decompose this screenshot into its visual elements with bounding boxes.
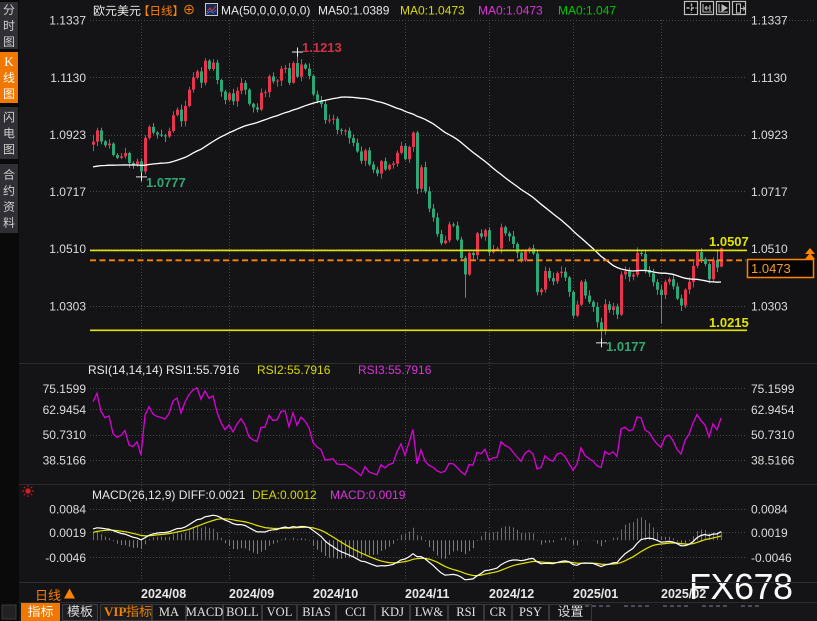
svg-text:1.1337: 1.1337 [751, 14, 788, 28]
svg-text:RSI(14,14,14) RSI1:55.7916: RSI(14,14,14) RSI1:55.7916 [88, 363, 240, 377]
svg-text:1.0303: 1.0303 [751, 300, 788, 314]
svg-text:MA(50,0,0,0,0,0): MA(50,0,0,0,0,0) [221, 4, 310, 18]
svg-text:1.1337: 1.1337 [49, 14, 86, 28]
svg-text:MA0:1.047: MA0:1.047 [558, 4, 616, 18]
svg-text:1.0507: 1.0507 [709, 234, 749, 249]
svg-text:1.0303: 1.0303 [49, 300, 86, 314]
svg-text:RSI3:55.7916: RSI3:55.7916 [358, 363, 432, 377]
svg-text:2025/02: 2025/02 [661, 587, 706, 601]
svg-text:K: K [4, 54, 14, 69]
svg-text:BOLL: BOLL [226, 605, 259, 619]
svg-text:1.0777: 1.0777 [146, 175, 186, 190]
svg-text:1.0717: 1.0717 [751, 185, 788, 199]
svg-text:1.0473: 1.0473 [751, 261, 791, 276]
svg-text:-0.0046: -0.0046 [45, 551, 86, 565]
svg-text:1.0215: 1.0215 [709, 315, 749, 330]
svg-text:MACD: MACD [186, 605, 224, 619]
svg-text:1.0923: 1.0923 [49, 128, 86, 142]
svg-text:1.1130: 1.1130 [751, 71, 787, 85]
svg-text:2025/01: 2025/01 [573, 587, 618, 601]
svg-text:1.0510: 1.0510 [49, 242, 86, 256]
svg-text:2024/11: 2024/11 [405, 587, 450, 601]
svg-text:1.0177: 1.0177 [606, 339, 646, 354]
svg-text:MACD(26,12,9) DIFF:0.0021: MACD(26,12,9) DIFF:0.0021 [92, 488, 246, 502]
svg-text:0.0084: 0.0084 [751, 503, 788, 517]
svg-text:0.0019: 0.0019 [751, 526, 788, 540]
svg-text:MA0:1.0473: MA0:1.0473 [478, 4, 543, 18]
svg-text:RSI2:55.7916: RSI2:55.7916 [257, 363, 331, 377]
svg-text:MA50:1.0389: MA50:1.0389 [318, 4, 390, 18]
svg-text:50.7310: 50.7310 [751, 428, 795, 442]
svg-text:2024/10: 2024/10 [313, 587, 358, 601]
svg-text:2024/12: 2024/12 [489, 587, 534, 601]
svg-text:RSI: RSI [456, 605, 475, 619]
svg-text:1.0923: 1.0923 [751, 128, 788, 142]
svg-text:2024/08: 2024/08 [141, 587, 186, 601]
svg-text:0.0084: 0.0084 [49, 503, 86, 517]
svg-text:75.1599: 75.1599 [751, 382, 795, 396]
svg-text:MACD:0.0019: MACD:0.0019 [330, 488, 406, 502]
svg-text:1.1213: 1.1213 [302, 40, 342, 55]
svg-text:BIAS: BIAS [302, 605, 331, 619]
svg-text:FX678: FX678 [689, 566, 793, 607]
svg-text:CR: CR [490, 605, 507, 619]
svg-text:KDJ: KDJ [381, 605, 404, 619]
svg-text:75.1599: 75.1599 [43, 382, 87, 396]
svg-text:DEA:0.0012: DEA:0.0012 [252, 488, 317, 502]
svg-text:1.1130: 1.1130 [50, 71, 86, 85]
svg-text:PSY: PSY [519, 605, 542, 619]
svg-text:MA: MA [159, 605, 179, 619]
svg-text:MA0:1.0473: MA0:1.0473 [400, 4, 465, 18]
svg-text:0.0019: 0.0019 [49, 526, 86, 540]
svg-text:LW&: LW& [415, 605, 444, 619]
svg-text:VIP: VIP [104, 604, 126, 619]
svg-text:1.0510: 1.0510 [751, 242, 788, 256]
svg-text:CCI: CCI [345, 605, 366, 619]
svg-text:62.9454: 62.9454 [43, 403, 87, 417]
svg-text:VOL: VOL [267, 605, 293, 619]
svg-text:62.9454: 62.9454 [751, 403, 795, 417]
svg-text:38.5166: 38.5166 [751, 453, 795, 467]
svg-text:1.0717: 1.0717 [49, 185, 86, 199]
svg-text:-0.0046: -0.0046 [751, 551, 792, 565]
svg-text:38.5166: 38.5166 [43, 453, 87, 467]
svg-text:50.7310: 50.7310 [43, 428, 87, 442]
svg-text:2024/09: 2024/09 [229, 587, 274, 601]
